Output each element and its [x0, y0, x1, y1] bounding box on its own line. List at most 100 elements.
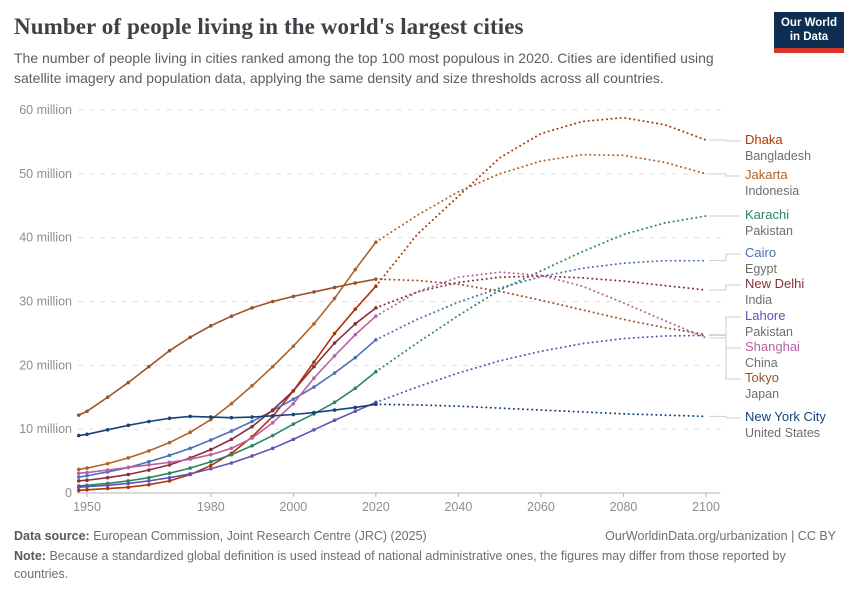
legend-item-shanghai[interactable]: Shanghai China — [745, 339, 848, 371]
data-point — [353, 281, 358, 285]
data-point — [291, 422, 296, 426]
legend-connector — [709, 173, 741, 177]
x-axis: 1950 1980 2000 2020 2040 2060 2080 2100 — [73, 492, 721, 514]
data-point — [312, 290, 316, 294]
series-projection-new-york-city[interactable] — [374, 403, 707, 418]
data-point — [188, 430, 192, 435]
legend-item-jakarta[interactable]: Jakarta Indonesia — [745, 167, 848, 199]
data-point — [270, 413, 275, 418]
data-source-label: Data source: — [14, 529, 90, 543]
data-point — [229, 452, 234, 457]
data-point — [332, 408, 337, 412]
series-line-new-delhi[interactable] — [78, 307, 377, 482]
legend-country-label: China — [745, 356, 778, 370]
data-point — [126, 479, 131, 483]
series-projection-karachi[interactable] — [374, 215, 707, 373]
legend-item-new-delhi[interactable]: New Delhi India — [745, 276, 848, 308]
legend-item-cairo[interactable]: Cairo Egypt — [745, 245, 848, 277]
data-point — [312, 428, 316, 432]
data-point — [147, 449, 151, 453]
data-point — [209, 466, 213, 471]
legend-city-label: Cairo — [745, 245, 777, 260]
data-point — [229, 415, 234, 420]
legend-city-label: Jakarta — [745, 167, 788, 182]
data-point — [85, 484, 89, 489]
series-line-new-york-city[interactable] — [78, 403, 376, 437]
series-line-shanghai[interactable] — [78, 315, 377, 475]
legend-connector — [709, 284, 741, 291]
series-line-jakarta[interactable] — [78, 241, 377, 471]
legend-item-dhaka[interactable]: Dhaka Bangladesh — [745, 132, 848, 164]
series-projection-lahore[interactable] — [374, 334, 707, 404]
chart-header: Number of people living in the world's l… — [0, 0, 850, 89]
data-point — [76, 413, 81, 417]
data-point — [353, 322, 358, 326]
data-point — [229, 429, 234, 433]
data-point — [209, 415, 213, 419]
data-point — [209, 463, 213, 468]
legend-item-new-york-city[interactable]: New York City United States — [745, 409, 848, 441]
series-line-dhaka[interactable] — [78, 285, 377, 492]
data-point — [332, 341, 337, 345]
legend-item-tokyo[interactable]: Tokyo Japan — [745, 370, 848, 402]
data-point — [105, 468, 110, 472]
series-line-karachi[interactable] — [78, 371, 377, 487]
series-karachi[interactable] — [76, 215, 741, 488]
data-point — [353, 267, 358, 272]
owid-logo[interactable]: Our World in Data — [774, 12, 844, 53]
data-point — [353, 405, 358, 410]
series-jakarta[interactable] — [76, 153, 741, 472]
series-line-lahore[interactable] — [78, 401, 377, 489]
data-point — [126, 465, 131, 470]
series-projection-new-delhi[interactable] — [374, 275, 707, 309]
series-new-york-city[interactable] — [76, 402, 741, 438]
data-point — [167, 463, 172, 467]
series-projection-jakarta[interactable] — [374, 153, 707, 244]
data-point — [105, 428, 110, 432]
data-point — [270, 364, 275, 369]
series-tokyo[interactable] — [76, 277, 741, 417]
legend-connector — [709, 316, 741, 336]
data-point — [167, 479, 172, 483]
x-axis-tick-label: 2020 — [362, 500, 390, 514]
series-new-delhi[interactable] — [76, 275, 741, 483]
x-axis-tick-label: 2100 — [692, 500, 720, 514]
legend-city-label: Tokyo — [745, 370, 779, 385]
data-point — [167, 348, 172, 353]
data-point — [332, 285, 337, 290]
series-line-tokyo[interactable] — [78, 278, 377, 416]
data-point — [85, 488, 89, 492]
data-point — [167, 475, 172, 480]
data-point — [76, 488, 81, 493]
legend-item-lahore[interactable]: Lahore Pakistan — [745, 308, 848, 340]
data-point — [332, 400, 337, 405]
data-point — [229, 461, 234, 465]
data-point — [105, 461, 110, 466]
y-axis-tick-label: 50 million — [19, 167, 72, 181]
legend-city-label: Shanghai — [745, 339, 800, 354]
owid-url-link[interactable]: OurWorldinData.org/urbanization | CC BY — [605, 529, 836, 543]
series-line-cairo[interactable] — [78, 339, 377, 478]
series-cairo[interactable] — [76, 253, 741, 479]
data-point — [353, 307, 358, 311]
data-point — [188, 457, 192, 461]
data-point — [291, 437, 296, 442]
data-point — [229, 401, 234, 406]
data-point — [105, 486, 110, 491]
data-point — [147, 468, 151, 472]
legend-connector — [709, 334, 741, 380]
legend-country-label: Indonesia — [745, 184, 800, 198]
x-axis-tick-label: 2080 — [610, 500, 638, 514]
legend-item-karachi[interactable]: Karachi Pakistan — [745, 207, 848, 239]
series-shanghai[interactable] — [76, 271, 741, 476]
series-projection-cairo[interactable] — [374, 259, 707, 341]
data-point — [76, 467, 81, 472]
series-projection-tokyo[interactable] — [374, 278, 707, 336]
owid-logo-line2: in Data — [789, 31, 829, 43]
data-point — [291, 412, 296, 417]
data-point — [167, 416, 172, 421]
series-projection-shanghai[interactable] — [374, 271, 707, 339]
data-point — [353, 332, 358, 337]
